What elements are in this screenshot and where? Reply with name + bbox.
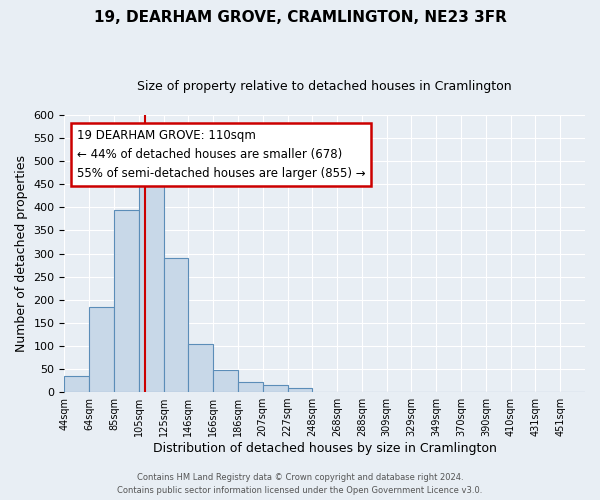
Title: Size of property relative to detached houses in Cramlington: Size of property relative to detached ho… xyxy=(137,80,512,93)
Text: 19, DEARHAM GROVE, CRAMLINGTON, NE23 3FR: 19, DEARHAM GROVE, CRAMLINGTON, NE23 3FR xyxy=(94,10,506,25)
Bar xyxy=(213,370,238,392)
Bar xyxy=(89,306,114,392)
Bar xyxy=(263,385,287,392)
Bar xyxy=(238,382,263,392)
Text: Contains HM Land Registry data © Crown copyright and database right 2024.
Contai: Contains HM Land Registry data © Crown c… xyxy=(118,474,482,495)
Bar xyxy=(164,258,188,392)
Bar xyxy=(188,344,213,392)
Bar xyxy=(139,180,164,392)
Bar xyxy=(287,388,313,392)
Text: 19 DEARHAM GROVE: 110sqm
← 44% of detached houses are smaller (678)
55% of semi-: 19 DEARHAM GROVE: 110sqm ← 44% of detach… xyxy=(77,129,365,180)
X-axis label: Distribution of detached houses by size in Cramlington: Distribution of detached houses by size … xyxy=(153,442,497,455)
Bar xyxy=(64,376,89,392)
Bar xyxy=(114,210,139,392)
Y-axis label: Number of detached properties: Number of detached properties xyxy=(15,155,28,352)
